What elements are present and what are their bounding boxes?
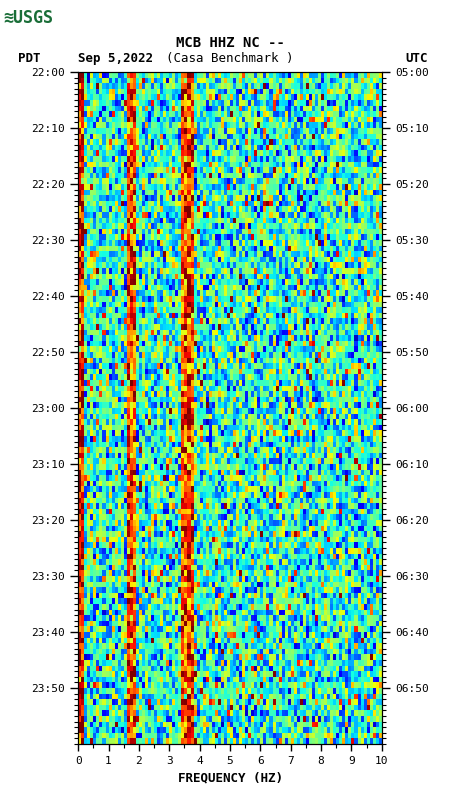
Text: (Casa Benchmark ): (Casa Benchmark ) <box>166 52 293 65</box>
Text: MCB HHZ NC --: MCB HHZ NC -- <box>175 36 284 50</box>
Text: Sep 5,2022: Sep 5,2022 <box>78 52 153 65</box>
Text: PDT: PDT <box>18 52 41 65</box>
Text: UTC: UTC <box>404 52 427 65</box>
X-axis label: FREQUENCY (HZ): FREQUENCY (HZ) <box>177 771 282 784</box>
Text: ≋USGS: ≋USGS <box>4 9 53 27</box>
